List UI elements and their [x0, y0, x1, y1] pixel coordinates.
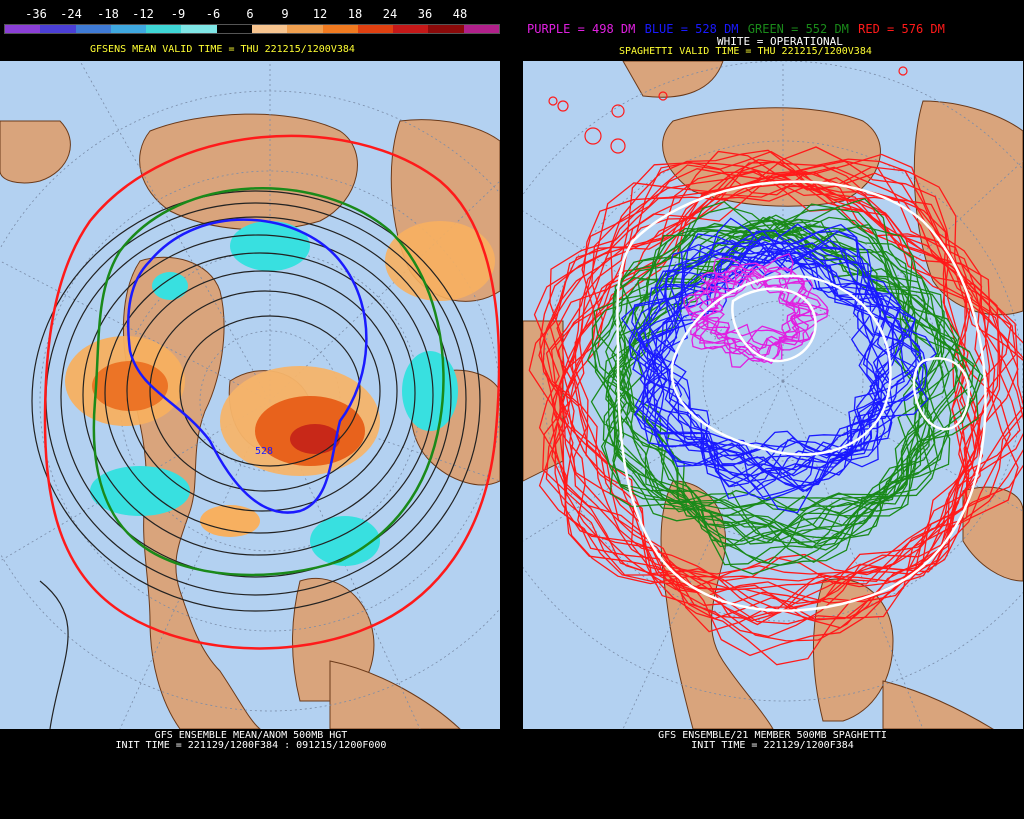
colorbar-tick: -12 [132, 7, 154, 21]
colorbar-tick: -18 [97, 7, 119, 21]
green-member-contour [590, 201, 929, 564]
576-contour [43, 134, 500, 650]
blue-member-contour [642, 243, 892, 501]
colorbar-swatch [181, 25, 217, 33]
colorbar-swatch [463, 25, 499, 33]
legend-red: RED = 576 DM [858, 22, 945, 36]
spaghetti-title: SPAGHETTI VALID TIME = THU 221215/1200V3… [619, 46, 872, 57]
colorbar-tick: 36 [417, 7, 433, 21]
spaghetti-panel: PURPLE = 498 DM BLUE = 528 DM GREEN = 55… [521, 0, 1024, 819]
colorbar-tick: 6 [246, 7, 254, 21]
red-member-contour [550, 149, 978, 633]
colorbar-tick: 9 [281, 7, 289, 21]
red-member-contour [545, 161, 1012, 582]
panel-divider [502, 0, 521, 819]
operational-contours [616, 180, 987, 612]
purple-member-contour [686, 257, 796, 348]
lat-lon-grid [523, 61, 1023, 729]
colorbar-swatch [216, 25, 252, 33]
colorbar-swatch [5, 25, 41, 33]
legend-green: GREEN = 552 DM [747, 22, 849, 36]
green-member-contour [605, 206, 924, 545]
contour-value-label: 528 [255, 446, 273, 457]
spaghetti-map [523, 61, 1023, 729]
legend-blue: BLUE = 528 DM [644, 22, 739, 36]
colorbar-tick: 48 [452, 7, 468, 21]
528-contour [126, 218, 368, 514]
spaghetti-legend: PURPLE = 498 DM BLUE = 528 DM GREEN = 55… [527, 22, 947, 36]
colorbar-tick: 12 [312, 7, 328, 21]
blue-member-contour [620, 244, 905, 473]
colorbar-tick-labels: -36 -24 -18 -12 -9 -6 6 9 12 18 24 36 48 [8, 7, 500, 21]
colorbar-tick: -24 [60, 7, 82, 21]
blue-member-contour [643, 242, 902, 454]
ensemble-mean-panel: -36 -24 -18 -12 -9 -6 6 9 12 18 24 36 48… [0, 0, 502, 819]
green-member-contour [602, 207, 981, 548]
ensemble-mean-map: 528 [0, 61, 500, 729]
552-contour [92, 187, 445, 577]
height-contours [31, 190, 481, 612]
legend-purple: PURPLE = 498 DM [527, 22, 636, 36]
colorbar-swatch [287, 25, 323, 33]
colorbar-swatch [110, 25, 147, 33]
purple-member-contour [699, 273, 817, 362]
red-member-contour [565, 171, 976, 622]
colorbar-tick: -6 [205, 7, 221, 21]
colorbar-swatch [322, 25, 358, 33]
ensemble-mean-footer-init: INIT TIME = 221129/1200F384 : 091215/120… [115, 740, 387, 751]
colorbar-tick: -9 [170, 7, 186, 21]
spaghetti-footer-init: INIT TIME = 221129/1200F384 [691, 740, 854, 751]
ensemble-mean-footer-title: GFS ENSEMBLE MEAN/ANOM 500MB HGT [154, 730, 348, 741]
ensemble-mean-title: GFSENS MEAN VALID TIME = THU 221215/1200… [90, 44, 355, 55]
colorbar-swatch [428, 25, 464, 33]
purple-member-contour [690, 273, 811, 368]
colorbar-swatch [75, 25, 111, 33]
height-anomaly-shading [65, 221, 495, 566]
operational-legend: WHITE = OPERATIONAL [717, 35, 843, 48]
red-member-contour [574, 185, 992, 606]
green-member-contour [593, 218, 950, 513]
blue-member-contour [637, 230, 884, 488]
green-member-contour [605, 216, 972, 542]
colorbar-swatch [251, 25, 288, 33]
colorbar-tick: -36 [25, 7, 47, 21]
spaghetti-footer-title: GFS ENSEMBLE/21 MEMBER 500MB SPAGHETTI [658, 730, 887, 741]
blue-member-contour [646, 235, 911, 466]
colorbar-swatch [393, 25, 429, 33]
small-contour-loops [548, 66, 908, 154]
colorbar-tick: 18 [347, 7, 363, 21]
spaghetti-map-graphic [523, 61, 1023, 729]
colorbar-swatch [357, 25, 394, 33]
anomaly-colorbar [4, 24, 500, 34]
ensemble-mean-map-graphic: 528 [0, 61, 500, 729]
colorbar-swatch [146, 25, 182, 33]
colorbar-tick: 24 [382, 7, 398, 21]
colorbar-swatch [40, 25, 76, 33]
